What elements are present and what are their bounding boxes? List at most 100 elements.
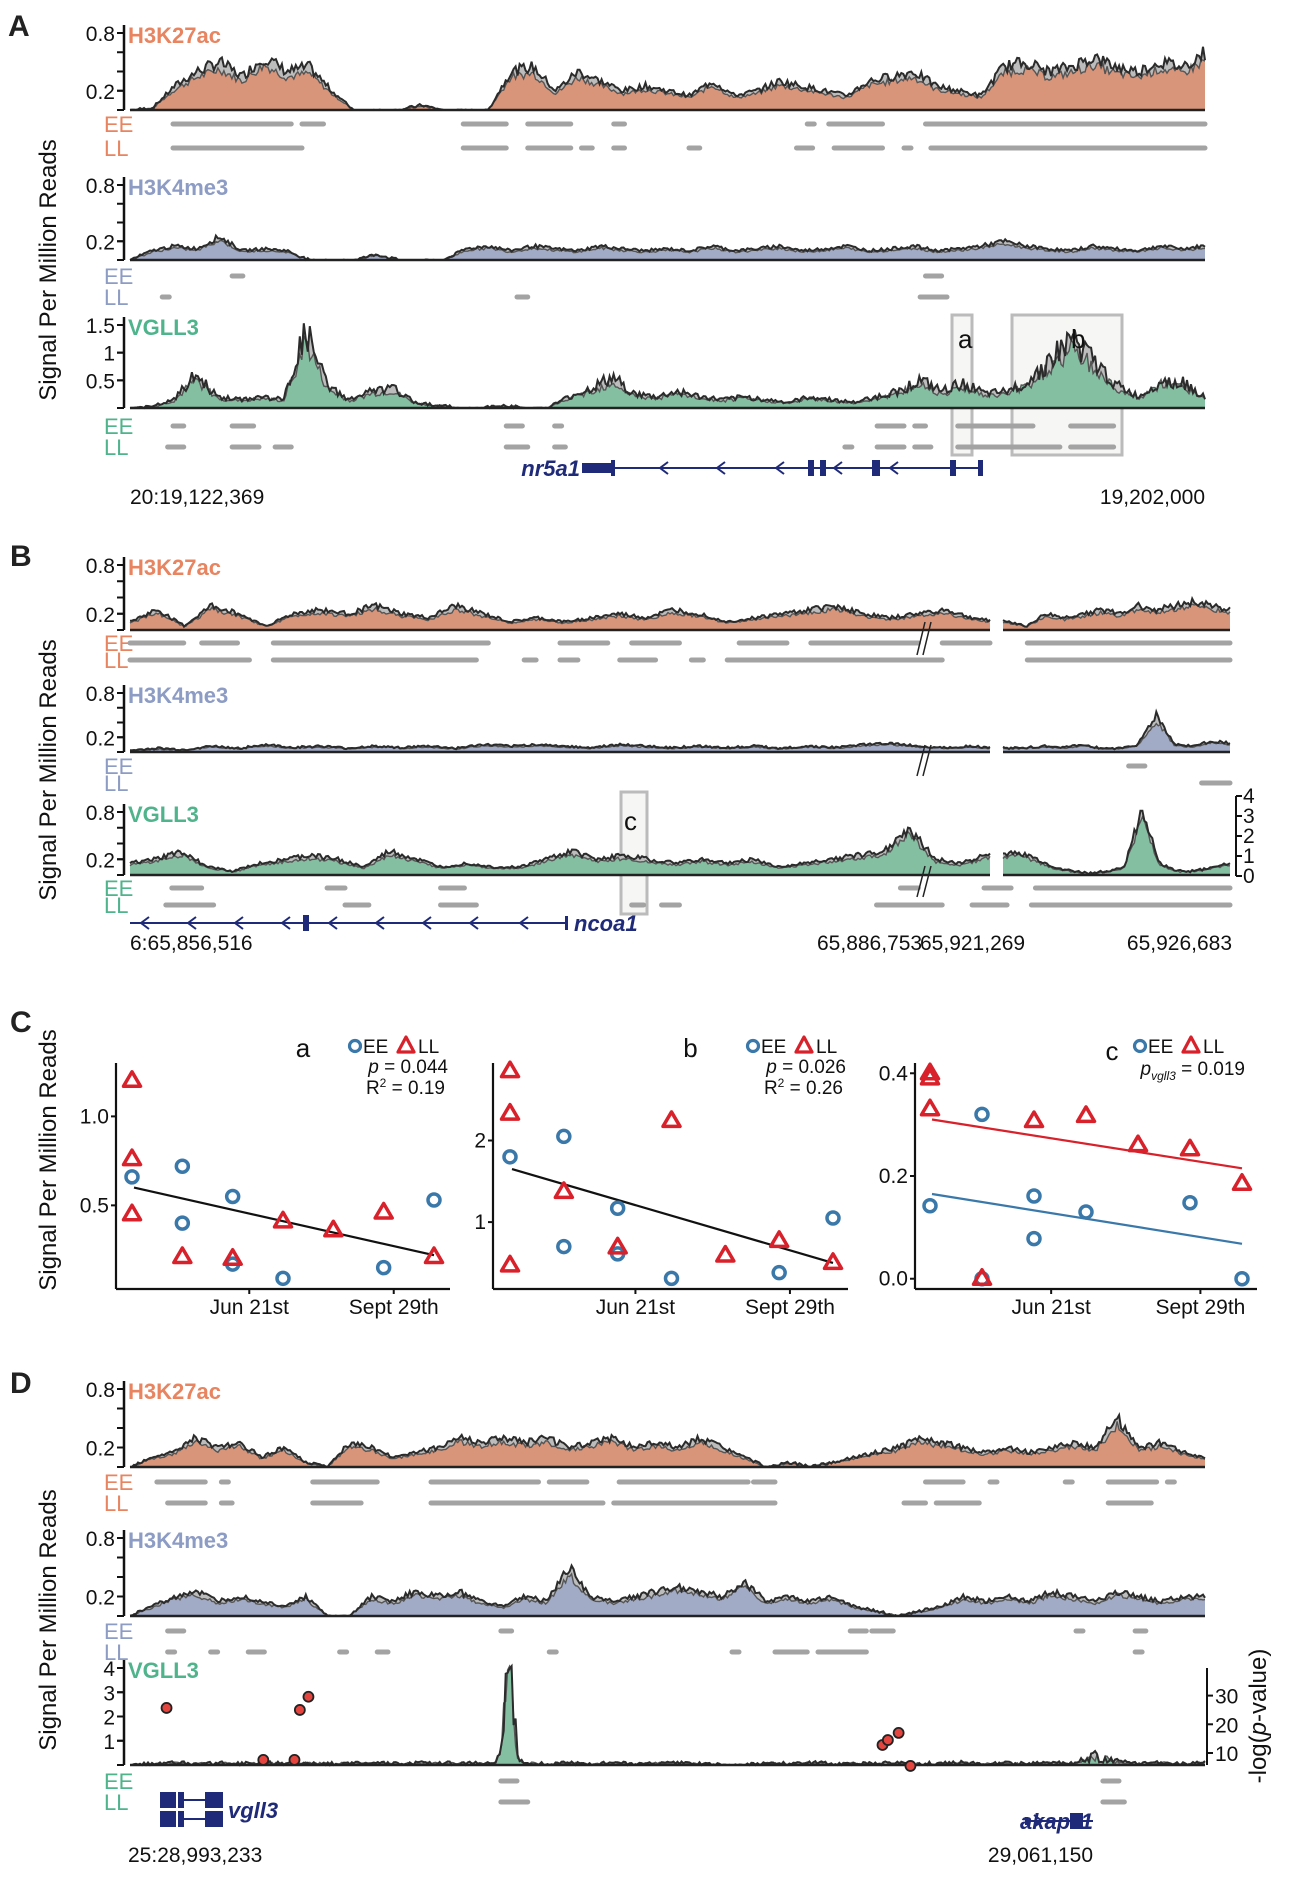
legend-ee-label: EE [761,1037,786,1058]
highlight-box-c [619,790,649,916]
scatter-c-point-ee [1234,1270,1250,1287]
panel-b-vgll3-track-label: VGLL3 [128,802,199,827]
legend-ll-icon [396,1035,416,1054]
strand-arrow-icon [374,916,385,930]
panel-d-h3k4me3-track-line-EE [130,1563,1206,1618]
panel-letter-b: B [10,540,32,573]
right-axis-label-d: -log(p-value) [1245,1649,1272,1784]
axis-break-mark [922,621,932,656]
panel-a-vgll3-track-tick-label: 1 [103,343,115,366]
panel-d-vgll3-track-line-EE [129,1663,1206,1767]
panel-b-h3k4me3-track-tick-label: 0.2 [86,727,115,750]
y-axis-label-d: Signal Per Million Reads [35,1489,62,1750]
coord-label-b-4: 65,926,683 [1127,932,1232,955]
legend-ll-icon [1181,1035,1201,1054]
scatter-b-point-ee [825,1210,841,1226]
scatter-b-point-ee [771,1264,787,1281]
panel-a-vgll3-track-ll-label: LL [104,435,128,460]
panel-b-vgll3-track-tick-label: 0.8 [86,802,115,825]
snp-point [892,1727,905,1739]
axis-break-mark [916,865,926,898]
scatter-c-point-ll [919,1098,941,1117]
strand-arrow-icon [774,461,785,475]
scatter-c-point-ll [1075,1105,1097,1124]
panel-d-vgll3-track-tick-label: 1 [103,1731,115,1754]
snp-point [904,1760,917,1772]
scatter-a-point-ll [222,1248,243,1266]
scatter-b-point-ll [822,1252,844,1271]
panel-a-h3k27ac-track-tick-label: 0.8 [86,23,115,46]
gene-exon [808,460,814,476]
panel-d-h3k27ac-track-line-EE [129,1412,1206,1468]
gene-label-nr5a1: nr5a1 [521,456,580,481]
panel-a-h3k4me3-track-ll-label: LL [104,285,128,310]
panel-b-vgll3-track-line-EE [129,826,991,874]
scatter-c-y-tick-label: 0.0 [879,1268,908,1291]
panel-d-vgll3-track-ll-label: LL [104,1790,128,1815]
gene-utr [582,463,612,473]
highlight-label-b: b [1071,324,1085,354]
coord-start-a: 20:19,122,369 [130,486,264,509]
scatter-c-p-value: pvgll3 = 0.019 [1140,1059,1245,1083]
axis-break-mark [916,744,926,777]
scatter-c-point-ll [1231,1172,1253,1191]
gene-exon [205,1811,223,1827]
strand-arrow-icon [280,916,291,930]
scatter-c-point-ll [1179,1138,1201,1157]
scatter-a-y-tick-label: 0.5 [80,1194,109,1217]
panel-d-vgll3-track-line-LL [130,1664,1206,1766]
scatter-b-r-squared: R2 = 0.26 [764,1076,843,1099]
gene-exon [611,460,615,476]
scatter-b-point-ee [663,1270,680,1287]
strand-arrow-icon [139,916,150,930]
snp-point [881,1734,894,1746]
panel-b-h3k4me3-track-ee-label: EE [104,754,133,779]
panel-a-vgll3-track-line-EE [129,323,1206,410]
scatter-b-y-tick-label: 2 [474,1130,486,1153]
panel-d-h3k27ac-track-label: H3K27ac [128,1379,221,1404]
panel-b-vgll3-track-ll-label: LL [104,893,128,918]
panel-a-h3k27ac-track-ll-label: LL [104,136,128,161]
panel-a-h3k4me3-track-tick-label: 0.2 [86,231,115,254]
strand-arrow-icon [468,916,479,930]
right-axis-tick-label: 2 [1243,825,1255,848]
axis-break-mark [922,744,932,777]
panel-a-h3k27ac-track-tick-label: 0.2 [86,81,115,104]
scatter-b-point-ll [715,1244,736,1263]
legend-ee-label: EE [363,1037,388,1058]
panel-d-h3k27ac-track-area-LL [130,1421,1205,1467]
panel-b-h3k27ac-track-label: H3K27ac [128,555,221,580]
scatter-a-point-ee [426,1192,442,1208]
scatter-b-point-ee [556,1238,572,1255]
scatter-c-point-ll [919,1062,941,1081]
panel-d-h3k4me3-track-ee-label: EE [104,1619,133,1644]
scatter-a-p-value: p = 0.044 [367,1057,448,1078]
panel-d-vgll3-track-ee-label: EE [104,1769,133,1794]
scatter-c-point-ll [1127,1134,1149,1153]
scatter-c-fit-line-ll [931,1118,1243,1170]
scatter-a-r-squared: R2 = 0.19 [366,1076,445,1099]
scatter-a-point-ll [373,1201,394,1220]
panel-d-h3k27ac-track-tick-label: 0.8 [86,1379,115,1402]
scatter-a-point-ll [121,1203,143,1222]
gene-exon [205,1792,223,1808]
panel-d-h3k27ac-track-ee-label: EE [104,1470,133,1495]
panel-d-vgll3-track-area-EE [130,1666,1205,1765]
y-axis-label-c: Signal Per Million Reads [35,1029,62,1290]
panel-b-h3k27ac-track-area-LL [130,607,990,630]
panel-b-h3k27ac-track-ll-label: LL [104,648,128,673]
right-axis-tick-label: 10 [1215,1743,1238,1766]
gene-exon [303,915,309,931]
panel-a-vgll3-track-tick-label: 1.5 [86,315,115,338]
y-axis-label-a: Signal Per Million Reads [35,139,62,400]
gene-exon [160,1792,176,1808]
right-axis-tick-label: 30 [1215,1686,1238,1709]
axis-break-mark [916,621,926,656]
legend-ee-icon [745,1038,761,1054]
strand-arrow-icon [518,916,529,930]
gene-exon [820,460,826,476]
scatter-a-point-ee [124,1169,140,1185]
strand-arrow-icon [888,461,899,475]
